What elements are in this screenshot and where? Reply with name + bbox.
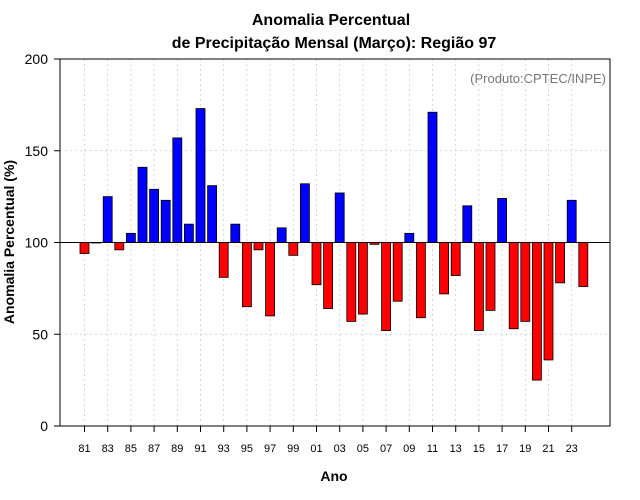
x-tick-label: 07	[380, 443, 392, 455]
x-tick-label: 89	[171, 443, 183, 455]
x-tick-label: 09	[403, 443, 415, 455]
bar-14	[462, 205, 473, 243]
bar-86	[137, 166, 148, 243]
bar-97	[265, 242, 276, 317]
x-tick-label: 93	[218, 443, 230, 455]
bar-19	[520, 242, 531, 322]
bar-22	[555, 242, 565, 284]
x-tick-label: 99	[287, 443, 299, 455]
y-axis-label: Anomalia Percentual (%)	[1, 160, 17, 324]
x-tick-label: 01	[310, 443, 322, 455]
bar-84	[114, 242, 125, 251]
x-tick-label: 21	[542, 443, 554, 455]
bar-92	[207, 185, 218, 243]
x-tick-label: 19	[519, 443, 531, 455]
bar-07	[381, 242, 392, 331]
bar-93	[218, 242, 229, 278]
bar-17	[497, 198, 508, 243]
bar-20	[532, 242, 542, 381]
bar-04	[346, 242, 357, 322]
bar-10	[415, 242, 426, 319]
bars	[79, 108, 589, 381]
bar-91	[195, 108, 206, 243]
bar-23	[566, 199, 577, 243]
bar-96	[253, 242, 264, 251]
bar-08	[392, 242, 403, 302]
bar-89	[172, 137, 183, 243]
x-tick-label: 85	[125, 443, 137, 455]
x-tick-label: 91	[194, 443, 206, 455]
bar-90	[183, 223, 194, 243]
bar-21	[543, 242, 554, 361]
bar-00	[299, 183, 310, 243]
x-tick-label: 81	[78, 443, 90, 455]
bar-88	[160, 199, 171, 243]
bar-87	[149, 188, 160, 243]
bar-95	[241, 242, 252, 308]
bar-13	[450, 242, 461, 276]
y-tick-label: 100	[25, 235, 49, 251]
bar-85	[126, 232, 136, 243]
bar-98	[276, 227, 287, 243]
x-tick-label: 17	[496, 443, 508, 455]
bar-94	[230, 223, 241, 243]
x-tick-label: 97	[264, 443, 276, 455]
chart-title-line-1: Anomalia Percentual	[252, 12, 410, 29]
y-tick-label: 200	[25, 51, 49, 67]
bar-12	[439, 242, 450, 295]
x-tick-label: 13	[450, 443, 462, 455]
x-tick-label: 23	[566, 443, 578, 455]
axes: 0 50 100 150 200 81 83 85 87 89 91 93 95 97 99 01 03 05 07…	[25, 51, 611, 455]
bar-05	[357, 242, 368, 315]
y-tick-label: 50	[32, 326, 48, 342]
x-axis-label: Ano	[320, 468, 347, 484]
bar-99	[288, 242, 299, 256]
bar-03	[334, 192, 345, 243]
y-tick-label: 150	[25, 143, 49, 159]
x-tick-label: 95	[241, 443, 253, 455]
bar-09	[404, 232, 415, 243]
bar-01	[311, 242, 322, 286]
x-tick-label: 87	[148, 443, 160, 455]
x-tick-label: 05	[357, 443, 369, 455]
bar-11	[427, 111, 438, 243]
bar-18	[508, 242, 519, 330]
y-tick-label: 0	[40, 418, 48, 434]
x-tick-label: 11	[427, 443, 438, 455]
x-tick-label: 15	[473, 443, 485, 455]
bar-24	[578, 242, 589, 287]
credit-label: (Produto:CPTEC/INPE)	[470, 71, 606, 86]
bar-15	[473, 242, 484, 331]
bar-16	[485, 242, 496, 311]
x-tick-label: 03	[334, 443, 346, 455]
chart-title-line-2: de Precipitação Mensal (Março): Região 9…	[172, 35, 497, 52]
x-tick-label: 83	[102, 443, 114, 455]
bar-81	[79, 242, 90, 254]
bar-02	[323, 242, 334, 309]
bar-83	[102, 196, 113, 243]
